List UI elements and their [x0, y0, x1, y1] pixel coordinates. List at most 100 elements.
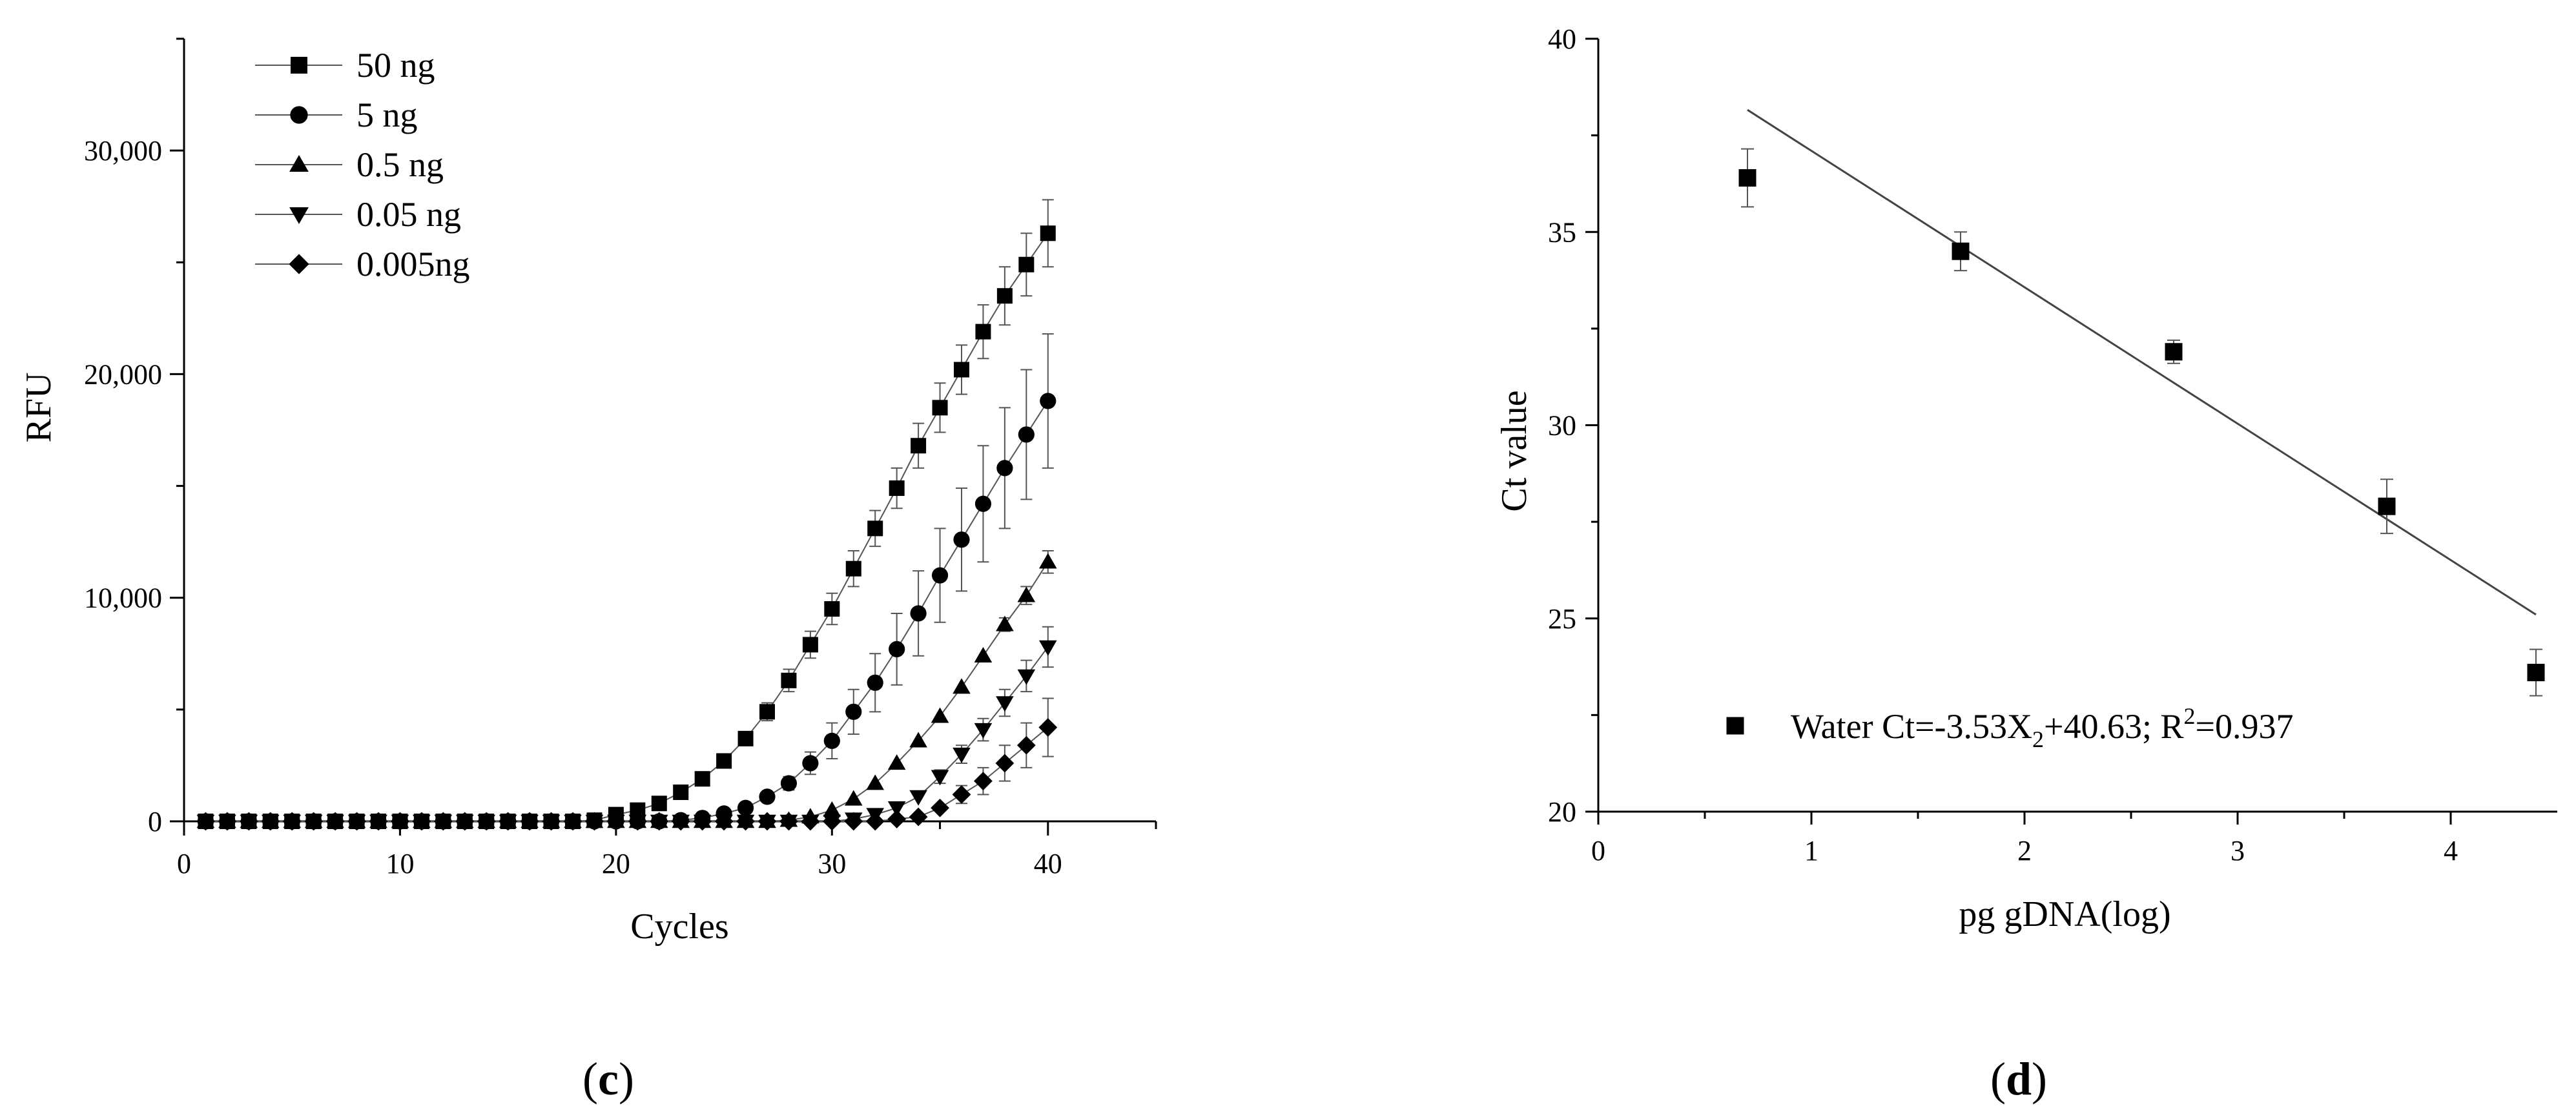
chart-c-point [759, 788, 776, 805]
chart-c-point [974, 646, 993, 662]
panel-label-c-letter: c [598, 1053, 619, 1105]
chart-c-legend-marker [289, 254, 309, 274]
chart-c-point [975, 323, 991, 340]
chart-c-point [844, 790, 863, 806]
chart-d-x-tick-label: 4 [2444, 835, 2458, 867]
chart-c-legend: 50 ng 5 ng 0.5 ng 0.05 ng 0.005ng [255, 46, 470, 283]
chart-d-fit-line [1747, 108, 2537, 616]
panel-label-d: (d) [1990, 1053, 2047, 1105]
chart-c-point [932, 400, 948, 416]
chart-c-point [499, 812, 518, 831]
chart-c-legend-label: 0.005ng [356, 245, 470, 283]
chart-c-point [1017, 669, 1036, 685]
chart-c-point [911, 438, 927, 454]
chart-d-point [2527, 664, 2545, 682]
chart-c-point [1018, 256, 1035, 272]
chart-c-series-line [205, 561, 1049, 822]
chart-c-point [953, 747, 971, 763]
chart-c-legend-label: 5 ng [356, 96, 418, 134]
chart-c-point [824, 601, 840, 617]
chart-d-legend-text-part: 2 [2184, 703, 2196, 729]
chart-c-point [974, 772, 993, 791]
chart-c-point [996, 696, 1014, 712]
chart-c-point [996, 288, 1013, 304]
chart-c-point [887, 801, 906, 817]
chart-c-point [909, 790, 927, 806]
chart-c-point [996, 615, 1014, 631]
chart-c-point [542, 812, 561, 831]
chart-c-point [845, 703, 862, 720]
chart-c-point [759, 704, 775, 720]
chart-c-y-tick-label: 20,000 [84, 358, 162, 390]
panel-label-d-open: ( [1990, 1053, 2006, 1105]
chart-c-point [887, 810, 907, 828]
chart-c-point [757, 812, 777, 831]
chart-c-point [974, 723, 993, 739]
chart-c-point [693, 812, 712, 831]
chart-c-point [823, 801, 841, 817]
chart-c-point [239, 812, 258, 831]
chart-c-point [931, 770, 949, 786]
chart-c-point [953, 531, 970, 548]
chart-d-legend-label: Water Ct=-3.53X2+40.63; R2=0.937 [1791, 703, 2293, 752]
chart-c-point [844, 812, 863, 831]
chart-c-point [867, 520, 883, 537]
chart-d-ticks: 0 1 2 3 4 20 25 30 35 40 [1548, 23, 2458, 867]
chart-c-axes [183, 39, 1156, 823]
chart-c-point [909, 732, 927, 748]
chart-c-point [282, 812, 302, 831]
chart-c-point [606, 812, 626, 831]
chart-c-legend-label: 50 ng [356, 46, 435, 85]
chart-c-point [996, 460, 1013, 477]
panel-label-d-letter: d [2006, 1053, 2032, 1105]
chart-c-point [585, 812, 604, 831]
chart-c-x-tick-label: 40 [1034, 848, 1062, 879]
chart-d-x-tick-label: 3 [2231, 835, 2245, 867]
chart-c-point [931, 798, 949, 817]
chart-c-point [716, 753, 732, 769]
chart-c-point [261, 812, 280, 831]
chart-c-point [887, 754, 906, 770]
chart-c-legend-marker [291, 57, 307, 74]
chart-c-point [802, 755, 819, 772]
chart-d-legend-text-part: +40.63; R [2044, 707, 2183, 746]
chart-c-y-axis-label: RFU [19, 373, 59, 443]
chart-c-point [889, 641, 905, 657]
chart-c-point [1040, 225, 1056, 241]
chart-c-point [391, 812, 409, 831]
chart-c-legend-label: 0.05 ng [356, 195, 461, 234]
chart-c-point [673, 784, 689, 800]
chart-c-point [931, 707, 949, 723]
chart-c-point [218, 812, 237, 831]
chart-d-legend-text-part: =0.937 [2196, 707, 2294, 746]
chart-d-legend-text-part: 2 [2032, 726, 2044, 752]
chart-d-x-tick-label: 2 [2017, 835, 2032, 867]
chart-c-series-line [205, 232, 1049, 822]
chart-c-point [995, 754, 1015, 773]
chart-c-point [974, 495, 992, 512]
panel-label-d-close: ) [2032, 1053, 2047, 1105]
chart-d-legend-text-part: Water Ct=-3.53X [1791, 707, 2032, 746]
panel-label-c: (c) [582, 1053, 634, 1105]
chart-c: 0 10 20 30 40 0 10,000 20,000 30,000 50 ng 5 ng 0.… [19, 37, 1157, 1105]
chart-c-x-tick-label: 0 [177, 848, 191, 879]
chart-c-point [1038, 718, 1058, 737]
chart-c-point [628, 812, 647, 831]
panel-label-c-close: ) [619, 1053, 634, 1105]
chart-c-legend-marker [289, 155, 309, 172]
chart-d-point [1738, 169, 1757, 187]
chart-d-series [1738, 108, 2545, 697]
chart-c-legend-marker [290, 106, 308, 124]
chart-c-point [866, 774, 885, 790]
chart-c-legend-marker [289, 207, 309, 224]
chart-c-point [325, 812, 345, 831]
chart-c-point [694, 771, 710, 787]
chart-c-legend-label: 0.5 ng [356, 145, 444, 184]
chart-c-point [952, 785, 971, 804]
chart-c-point [845, 560, 861, 577]
chart-c-point [671, 812, 690, 831]
chart-d-y-tick-label: 30 [1548, 410, 1576, 442]
chart-d-y-tick-label: 35 [1548, 216, 1576, 248]
chart-c-point [369, 812, 388, 831]
